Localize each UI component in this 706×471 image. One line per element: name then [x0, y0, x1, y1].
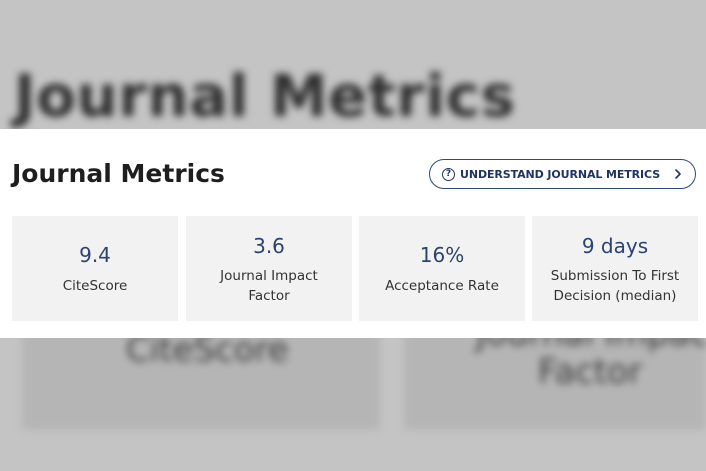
metric-value: 16% — [419, 243, 465, 267]
metric-value: 3.6 — [253, 234, 285, 258]
metric-card-submission-decision: 9 days Submission To First Decision (med… — [532, 216, 698, 321]
background-title: Journal Metrics — [14, 62, 516, 130]
metric-label: CiteScore — [62, 278, 128, 294]
metric-value: 9 days — [581, 234, 649, 258]
question-circle-icon: ? — [442, 167, 455, 181]
understand-button-label: UNDERSTAND JOURNAL METRICS — [460, 167, 661, 181]
metric-card-citescore: 9.4 CiteScore — [12, 216, 178, 321]
metric-label: Acceptance Rate — [385, 278, 499, 294]
metric-label: Submission To First Decision (median) — [550, 268, 680, 304]
metric-value: 9.4 — [79, 243, 111, 267]
chevron-right-icon — [675, 169, 681, 179]
page-title: Journal Metrics — [12, 159, 225, 188]
understand-journal-metrics-button[interactable]: ? UNDERSTAND JOURNAL METRICS — [429, 159, 696, 189]
background-label: Factor — [538, 352, 643, 392]
metric-card-acceptance-rate: 16% Acceptance Rate — [359, 216, 525, 321]
metric-card-impact-factor: 3.6 Journal Impact Factor — [186, 216, 352, 321]
metric-label: Journal Impact Factor — [220, 268, 318, 304]
